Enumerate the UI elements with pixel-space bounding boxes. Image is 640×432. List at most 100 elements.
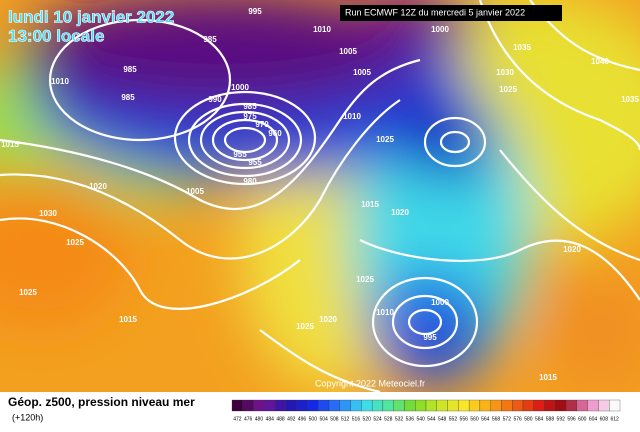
scale-label: 500: [309, 416, 318, 422]
scale-cell: [598, 399, 610, 412]
isobar-label: 985: [243, 102, 257, 111]
scale-cell: [425, 399, 437, 412]
copyright: Copyright 2022 Meteociel.fr: [315, 378, 425, 388]
caption: Géop. z500, pression niveau mer: [8, 395, 195, 409]
scale-label: 556: [460, 416, 469, 422]
field: [0, 0, 640, 392]
scale-cell: [253, 399, 265, 412]
scale-cell: [264, 399, 276, 412]
scale-cell: [533, 399, 545, 412]
isobar-label: 1000: [431, 25, 449, 34]
isobar-label: 1000: [231, 83, 249, 92]
scale-cell: [436, 399, 448, 412]
isobar-label: 1005: [353, 68, 371, 77]
scale-cell: [328, 399, 340, 412]
isobar-label: 1030: [496, 68, 514, 77]
scale-cell: [576, 399, 588, 412]
scale-cell: [468, 399, 481, 412]
isobar-label: 1025: [296, 322, 314, 331]
time: 13:00 locale: [8, 26, 104, 45]
isobar-labels: 995 1010 1000 985 1010 985 985 1005 1005 1035 1030…: [1, 7, 639, 382]
scale-cell: [555, 399, 567, 412]
isobar-label: 955: [233, 150, 247, 159]
isobar-label: 1035: [513, 43, 531, 52]
isobar-label: 1020: [563, 245, 581, 254]
isobar-label: 1015: [119, 315, 137, 324]
scale-cell: [458, 399, 470, 412]
isobar-label: 1030: [39, 209, 57, 218]
scale-cell: [544, 399, 556, 412]
scale-label: 516: [352, 416, 361, 422]
isobar-label: 1005: [186, 187, 204, 196]
scale-label: 496: [298, 416, 307, 422]
scale-cell: [393, 399, 405, 412]
scale-cell: [479, 399, 491, 412]
scale-label: 492: [287, 416, 296, 422]
scale-label: 592: [557, 416, 566, 422]
scale-label: 576: [513, 416, 522, 422]
scale-cell: [307, 399, 319, 412]
isobar-label: 1025: [499, 85, 517, 94]
isobar-label: 985: [121, 93, 135, 102]
isobar-label: 955: [248, 158, 262, 167]
scale-label: 580: [524, 416, 533, 422]
isobar-label: 1025: [19, 288, 37, 297]
scale-label: 504: [319, 416, 328, 422]
scale-label: 572: [503, 416, 512, 422]
isobar-label: 975: [243, 112, 257, 121]
run-info: Run ECMWF 12Z du mercredi 5 janvier 2022: [345, 7, 525, 17]
scale-cell: [242, 399, 254, 412]
scale-label: 564: [481, 416, 490, 422]
isobars: [0, 0, 640, 368]
scale-cell: [296, 399, 308, 412]
isobar-label: 1025: [356, 275, 374, 284]
scale-label: 588: [546, 416, 555, 422]
scale-cell: [415, 399, 427, 412]
isobar-label: 1015: [361, 200, 379, 209]
scale-cell: [371, 399, 384, 412]
scale-label: 476: [244, 416, 253, 422]
scale-cell: [231, 399, 243, 412]
scale-label: 524: [373, 416, 382, 422]
isobar-label: 985: [123, 65, 137, 74]
isobar-label: 1005: [339, 47, 357, 56]
scale-label: 584: [535, 416, 544, 422]
scale-label: 596: [567, 416, 576, 422]
isobar-label: 1025: [376, 135, 394, 144]
scale-cell: [501, 399, 513, 412]
date: lundi 10 janvier 2022: [8, 7, 174, 26]
scale-label: 512: [341, 416, 350, 422]
scale-label: 536: [406, 416, 415, 422]
scale-cell: [361, 399, 373, 412]
isobar-label: 1010: [343, 112, 361, 121]
scale-label: 532: [395, 416, 404, 422]
scale-label: 520: [363, 416, 372, 422]
isobar-label: 1010: [51, 77, 69, 86]
scale-label: 612: [610, 416, 619, 422]
scale-cell: [522, 399, 534, 412]
isobar-label: 990: [208, 95, 222, 104]
isobar-label: 1010: [313, 25, 331, 34]
scale-cell: [512, 399, 524, 412]
scale-label: 488: [276, 416, 285, 422]
scale-label: 544: [427, 416, 436, 422]
scale-label: 600: [578, 416, 587, 422]
scale-label: 472: [233, 416, 242, 422]
scale-cell: [609, 399, 621, 412]
isobar-label: 995: [423, 333, 437, 342]
lead-time: (+120h): [12, 412, 43, 422]
color-scale: 472 476 480 484 488 492 496 500 504 508 512 516 520 5…: [231, 399, 621, 422]
isobar-label: 980: [243, 177, 257, 186]
isobar-label: 1015: [539, 373, 557, 382]
scale-label: 560: [470, 416, 479, 422]
scale-label: 608: [600, 416, 609, 422]
scale-label: 552: [449, 416, 458, 422]
isobar-label: 995: [248, 7, 262, 16]
isobar-label: 960: [268, 129, 282, 138]
isobar-label: 1015: [1, 140, 19, 149]
scale-label: 540: [416, 416, 425, 422]
scale-cell: [318, 399, 330, 412]
scale-cell: [285, 399, 297, 412]
scale-cell: [274, 399, 287, 412]
scale-cell: [565, 399, 578, 412]
